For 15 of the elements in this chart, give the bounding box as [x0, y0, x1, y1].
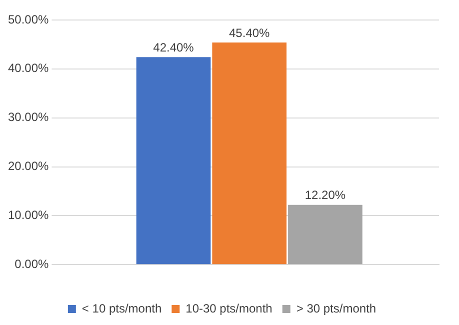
bar — [136, 57, 211, 264]
bar — [212, 42, 287, 264]
y-tick-label: 40.00% — [8, 61, 50, 76]
y-tick-label: 50.00% — [8, 12, 50, 26]
data-label: 12.20% — [304, 188, 346, 202]
y-tick-label: 0.00% — [14, 256, 50, 271]
legend-label: < 10 pts/month — [82, 301, 162, 316]
data-label: 45.40% — [229, 26, 270, 40]
y-tick-label: 30.00% — [8, 110, 50, 124]
legend-label: 10-30 pts/month — [186, 301, 272, 316]
legend-label: > 30 pts/month — [296, 301, 376, 316]
data-label: 42.40% — [153, 40, 194, 54]
y-tick-label: 10.00% — [8, 208, 50, 222]
y-tick-label: 20.00% — [8, 159, 50, 174]
bar — [288, 204, 362, 264]
